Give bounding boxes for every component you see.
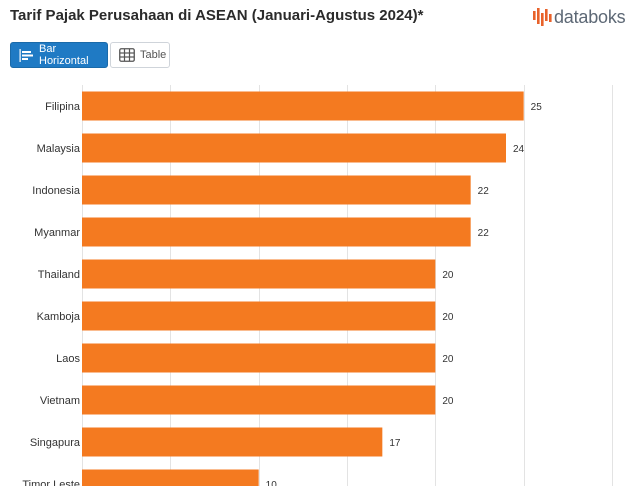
value-label: 17 <box>389 438 401 449</box>
category-label: Vietnam <box>40 395 80 407</box>
value-label: 20 <box>442 270 454 281</box>
category-label: Thailand <box>38 269 80 281</box>
category-label: Laos <box>56 353 80 365</box>
bar-horizontal-label: Bar Horizontal <box>39 43 89 67</box>
category-label: Indonesia <box>32 185 81 197</box>
value-label: 20 <box>442 354 454 365</box>
category-label: Kamboja <box>37 311 81 323</box>
chart-title: Tarif Pajak Perusahaan di ASEAN (Januari… <box>10 7 424 24</box>
table-label: Table <box>140 49 167 61</box>
bar <box>82 343 436 373</box>
brand-name: databoks <box>554 6 626 27</box>
bar <box>82 133 506 163</box>
bar <box>82 217 471 247</box>
value-label: 25 <box>531 102 543 113</box>
value-label: 20 <box>442 312 454 323</box>
table-button[interactable]: Table <box>110 42 170 68</box>
bar <box>82 301 436 331</box>
value-label: 20 <box>442 396 454 407</box>
category-label: Singapura <box>30 437 81 449</box>
bar <box>82 91 524 121</box>
databoks-logo-icon <box>533 8 552 26</box>
bar <box>82 259 436 289</box>
bar <box>82 385 436 415</box>
category-label: Filipina <box>45 101 81 113</box>
table-icon <box>119 48 135 62</box>
databoks-logo: databoks <box>532 5 626 29</box>
bar <box>82 175 471 205</box>
category-label: Timor Leste <box>22 479 80 486</box>
bar-horizontal-button[interactable]: Bar Horizontal <box>10 42 108 68</box>
value-label: 22 <box>478 186 490 197</box>
value-label: 24 <box>513 144 525 155</box>
bar <box>82 427 383 457</box>
value-label: 10 <box>266 480 278 486</box>
value-label: 22 <box>478 228 490 239</box>
bar <box>82 469 259 486</box>
bar-chart-icon <box>19 48 33 62</box>
category-label: Malaysia <box>37 143 81 155</box>
category-label: Myanmar <box>34 227 80 239</box>
